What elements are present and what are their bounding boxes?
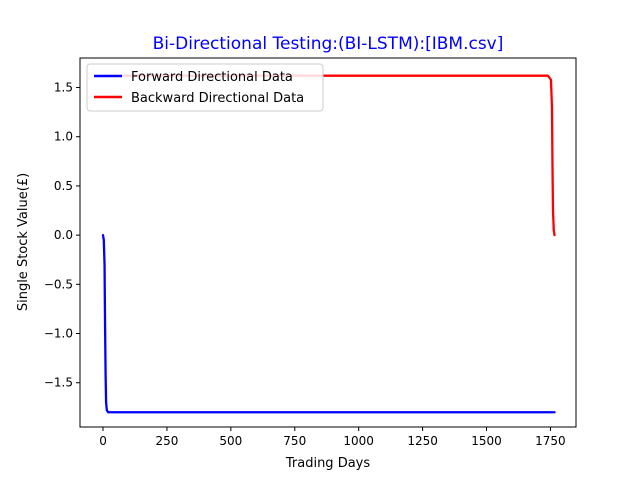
y-tick-label: −1.0 xyxy=(44,327,73,341)
plot-frame xyxy=(79,57,577,428)
legend: Forward Directional Data Backward Direct… xyxy=(86,63,324,112)
x-tick-label: 500 xyxy=(219,434,242,448)
x-tick-label: 1500 xyxy=(471,434,502,448)
y-tick-label: −0.5 xyxy=(44,277,73,291)
x-tick-label: 1250 xyxy=(407,434,438,448)
y-tick-label: 0.0 xyxy=(54,228,73,242)
x-axis-ticks: 0 250 500 750 1000 1250 1500 1750 xyxy=(99,427,566,448)
x-tick-label: 0 xyxy=(99,434,107,448)
x-tick-label: 250 xyxy=(155,434,178,448)
y-tick-label: 1.5 xyxy=(54,81,73,95)
y-axis-ticks: −1.5 −1.0 −0.5 0.0 0.5 1.0 1.5 xyxy=(44,81,80,390)
x-tick-label: 1000 xyxy=(343,434,374,448)
legend-label-forward: Forward Directional Data xyxy=(131,70,293,85)
x-tick-label: 750 xyxy=(283,434,306,448)
legend-label-backward: Backward Directional Data xyxy=(131,91,304,106)
legend-box xyxy=(86,63,324,112)
y-axis-label: Single Stock Value(£) xyxy=(16,173,31,311)
y-tick-label: −1.5 xyxy=(44,376,73,390)
chart-title: Bi-Directional Testing:(BI-LSTM):[IBM.cs… xyxy=(153,34,504,54)
x-axis-label: Trading Days xyxy=(285,456,370,471)
y-tick-label: 0.5 xyxy=(54,179,73,193)
series-line-forward xyxy=(101,233,556,414)
y-tick-label: 1.0 xyxy=(54,130,73,144)
x-tick-label: 1750 xyxy=(535,434,566,448)
